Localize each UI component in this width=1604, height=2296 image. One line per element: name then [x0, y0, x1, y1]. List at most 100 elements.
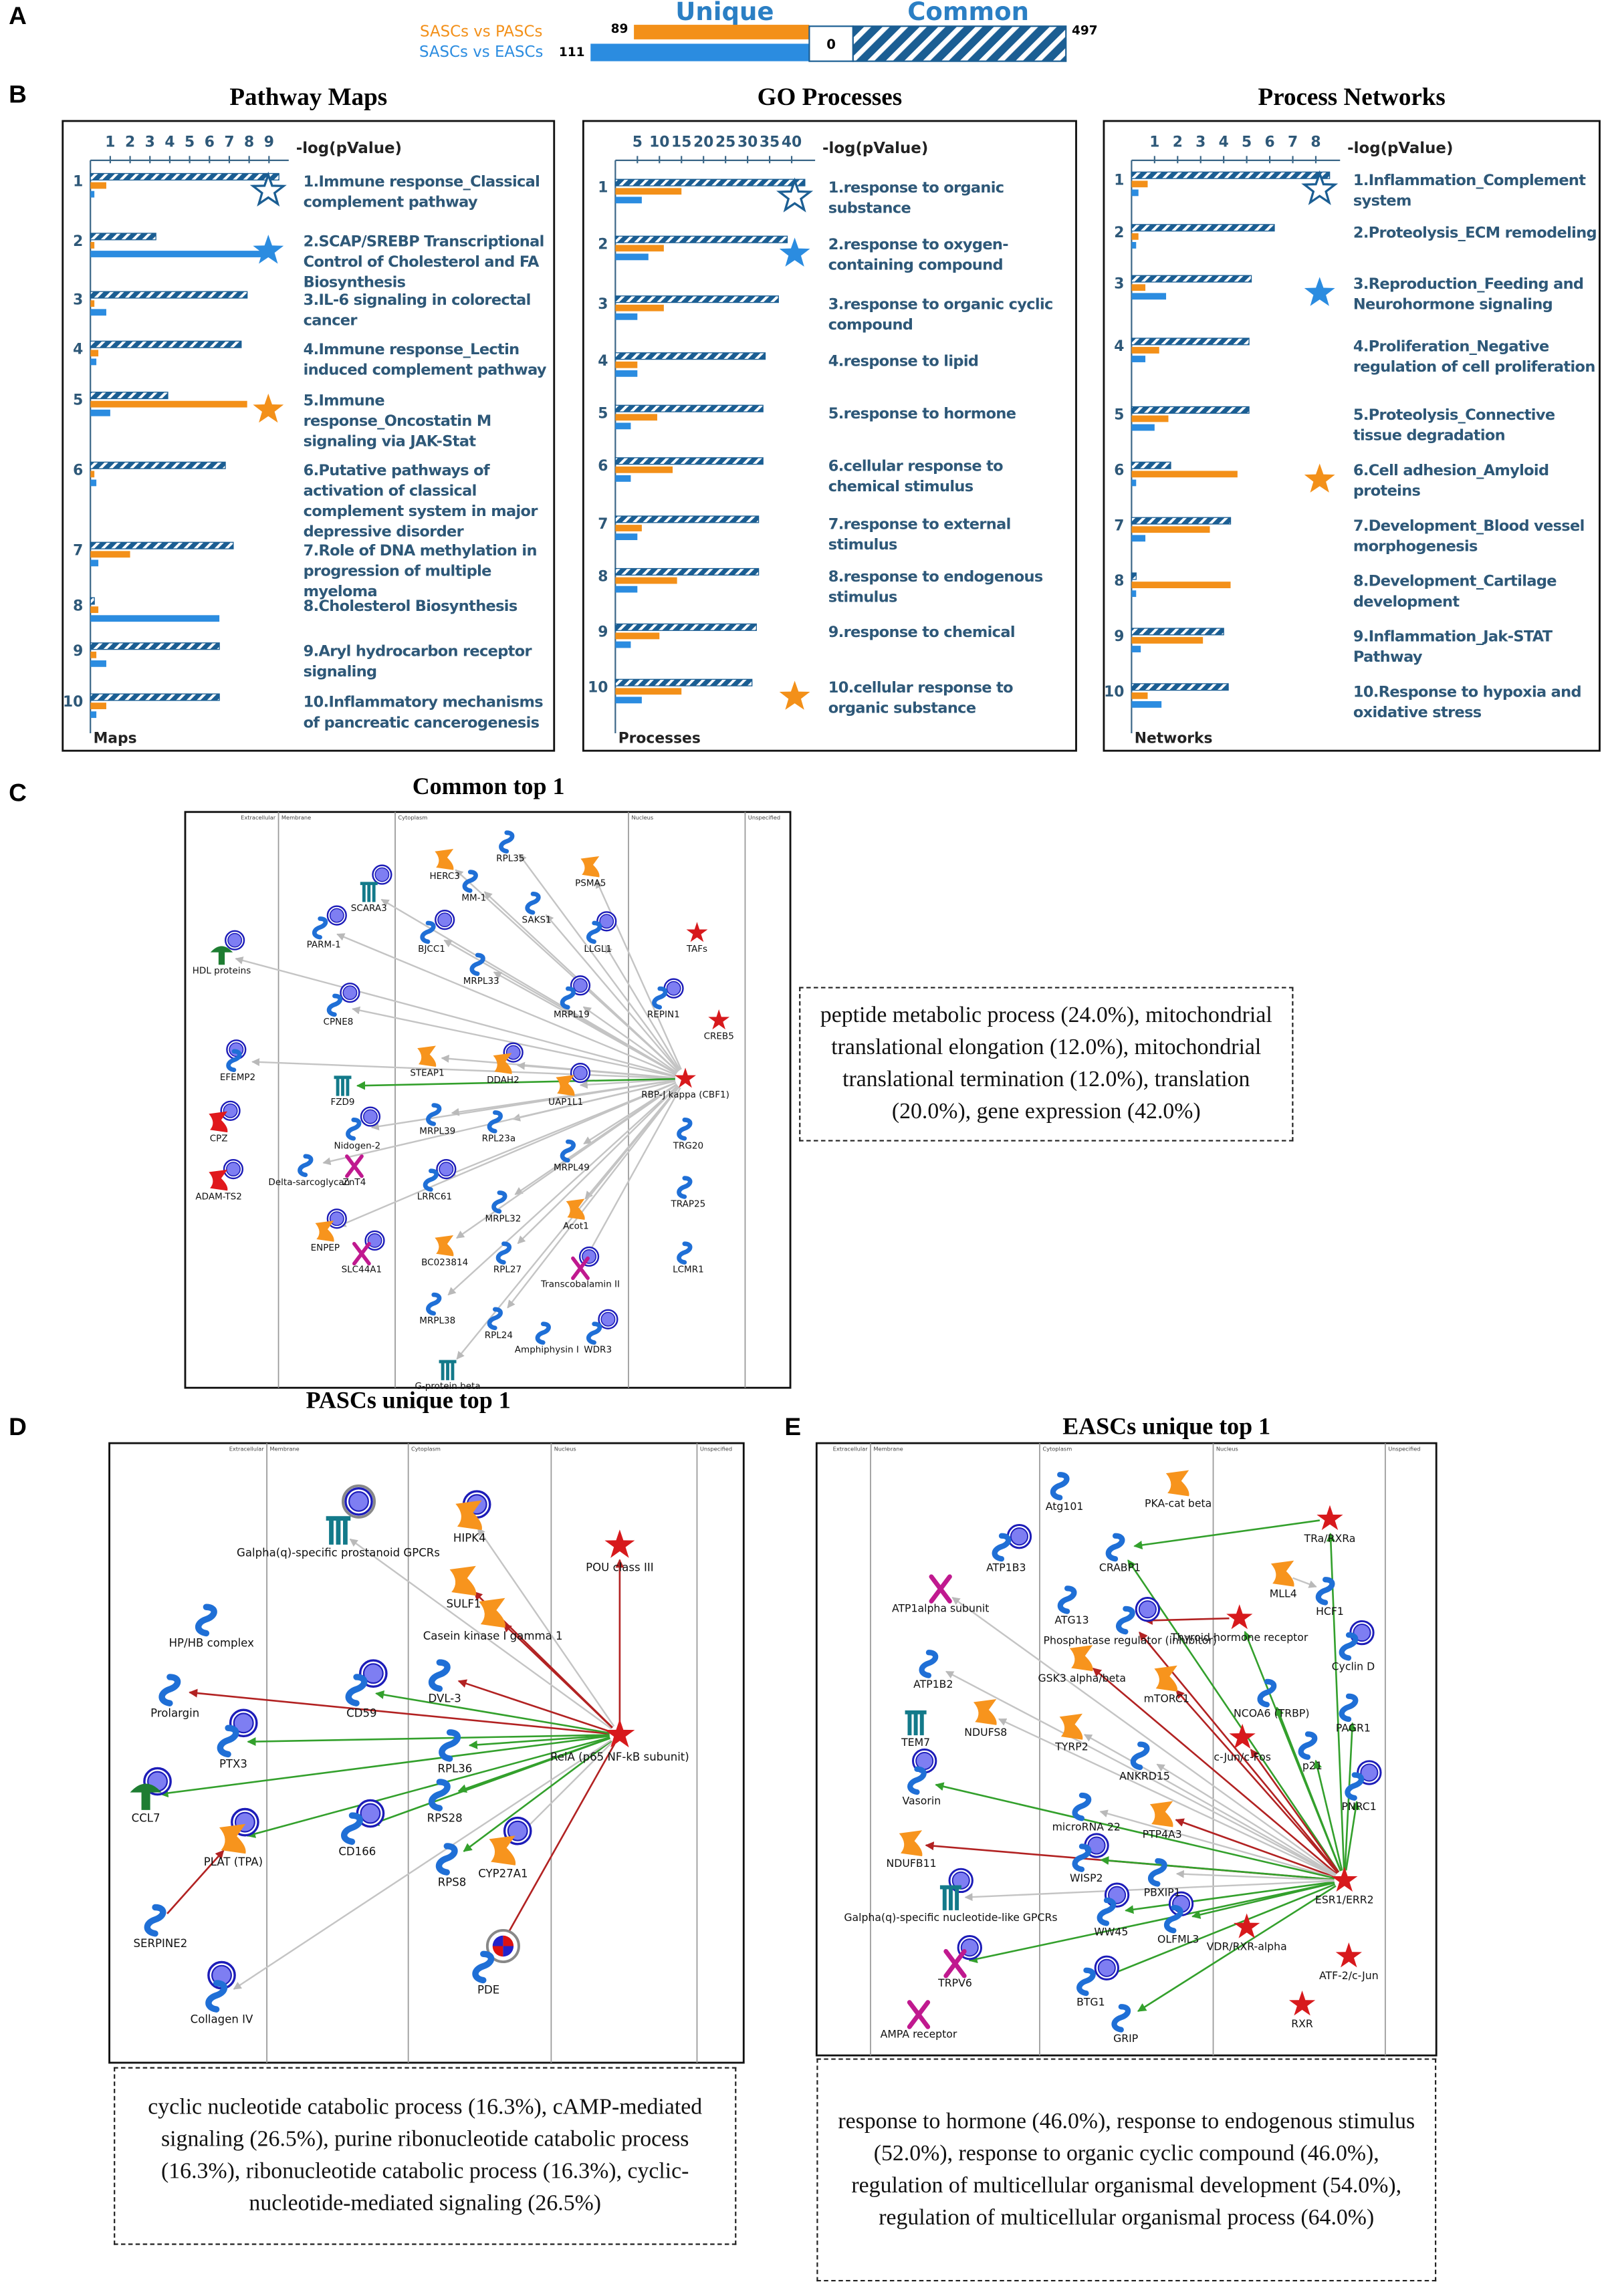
- edge: [518, 854, 680, 1071]
- node-icon: [556, 1075, 575, 1096]
- row-number: 10: [588, 679, 608, 696]
- edge: [1326, 1532, 1345, 1871]
- bar: [1131, 180, 1148, 188]
- node-label: HERC3: [429, 871, 459, 882]
- node-label: TEM7: [901, 1736, 930, 1749]
- row-label: 6.cellular response to chemical stimulus: [828, 457, 1004, 496]
- x-tick-label: 35: [760, 134, 780, 151]
- comparison-name: SASCs vs EASCs: [419, 43, 544, 61]
- bar: [90, 182, 106, 189]
- node-label: ATP1alpha subunit: [892, 1602, 989, 1614]
- bar: [90, 541, 234, 549]
- edge: [1100, 1856, 1335, 1881]
- node-label: HIPK4: [453, 1532, 486, 1545]
- node-label: PSMA5: [575, 878, 606, 889]
- edge: [545, 914, 680, 1072]
- node-label: Collagen IV: [191, 2013, 253, 2025]
- row-label: 6.Putative pathways of activation of cla…: [303, 462, 538, 541]
- row-number: 8: [598, 569, 608, 586]
- edge: [1275, 1706, 1342, 1872]
- node-icon: [571, 1256, 590, 1281]
- node-icon: [217, 1725, 239, 1758]
- node-label: WDR3: [584, 1345, 612, 1356]
- node-icon: [535, 1321, 551, 1345]
- row-number: 10: [1104, 684, 1124, 700]
- compartment-label: Nucleus: [554, 1445, 576, 1452]
- x-tick-label: 4: [1219, 134, 1229, 151]
- node-label: PKA-cat beta: [1145, 1497, 1212, 1509]
- node-label: MRPL39: [419, 1126, 455, 1136]
- node-icon: [1111, 2004, 1131, 2033]
- node-label: RPL27: [493, 1265, 522, 1275]
- highlight-star: [1301, 170, 1339, 205]
- bar: [1131, 284, 1146, 291]
- node-label: RPS8: [438, 1876, 467, 1888]
- node-icon: [209, 1169, 228, 1191]
- bar: [1131, 572, 1137, 580]
- bar: [90, 340, 242, 348]
- node-icon: [686, 922, 708, 942]
- node-icon: [326, 1516, 351, 1545]
- x-tick-label: 2: [1173, 134, 1183, 151]
- bar: [90, 703, 106, 710]
- unique-count: 89: [611, 22, 628, 36]
- node-icon: [1345, 1772, 1365, 1801]
- x-tick-label: 15: [671, 134, 691, 151]
- node-icon: [1059, 1713, 1083, 1740]
- row-number: 5: [598, 405, 608, 422]
- edge: [451, 1079, 676, 1116]
- bar: [90, 461, 226, 469]
- node-icon: [462, 870, 478, 893]
- bar: [1131, 479, 1137, 487]
- x-tick-label: 1: [1149, 134, 1159, 151]
- node-icon: [360, 882, 378, 902]
- network-summary: peptide metabolic process (24.0%), mitoc…: [799, 987, 1294, 1142]
- edge: [247, 1734, 610, 1747]
- edge: [1175, 1870, 1335, 1881]
- node-label: PAGR1: [1336, 1721, 1371, 1734]
- node-icon: [195, 1604, 217, 1637]
- node-label: DDAH2: [487, 1075, 520, 1086]
- node-label: UAP1L1: [548, 1097, 583, 1108]
- node-ring: [439, 1162, 454, 1177]
- node-label: PARM-1: [307, 939, 341, 950]
- row-number: 3: [598, 296, 608, 313]
- common-bar: [852, 25, 1067, 62]
- x-tick-label: 3: [145, 134, 155, 151]
- node-label: CD166: [338, 1845, 376, 1858]
- bar: [90, 400, 247, 408]
- node-icon: [677, 1176, 693, 1199]
- row-label: 7.Role of DNA methylation in progression…: [303, 542, 538, 601]
- node-label: POU class III: [586, 1561, 653, 1573]
- bar: [1131, 590, 1137, 598]
- node-label: NDUFB11: [887, 1857, 937, 1870]
- row-label: 8.response to endogenous stimulus: [828, 568, 1043, 607]
- highlight-star: [779, 237, 810, 267]
- edge: [336, 933, 677, 1076]
- row-label: 10.cellular response to organic substanc…: [828, 679, 1014, 718]
- corner-label: Networks: [1135, 731, 1213, 747]
- edge: [251, 1057, 675, 1079]
- node-icon: [495, 1241, 511, 1265]
- x-tick-label: 3: [1195, 134, 1206, 151]
- node-icon: [1069, 1645, 1093, 1672]
- node-label: MRPL49: [554, 1162, 590, 1173]
- bar: [614, 404, 764, 412]
- node-label: NDUFS8: [964, 1726, 1007, 1739]
- edge: [1345, 1801, 1360, 1871]
- node-label: CPNE8: [324, 1017, 354, 1027]
- node-icon: [1154, 1665, 1178, 1692]
- node-icon: [489, 1835, 516, 1866]
- network-title: PASCs unique top 1: [306, 1386, 511, 1413]
- edge: [338, 1081, 677, 1227]
- comparison-name: SASCs vs PASCs: [420, 23, 542, 40]
- edge: [1103, 1883, 1336, 1979]
- chart-title: Process Networks: [1258, 84, 1446, 111]
- edge: [233, 1739, 612, 1990]
- bar: [1131, 526, 1210, 533]
- node-label: SERPINE2: [134, 1937, 188, 1950]
- node-icon: [492, 1935, 514, 1957]
- node-icon: [479, 1598, 505, 1628]
- node-icon: [708, 1009, 730, 1030]
- node-ring: [599, 914, 614, 929]
